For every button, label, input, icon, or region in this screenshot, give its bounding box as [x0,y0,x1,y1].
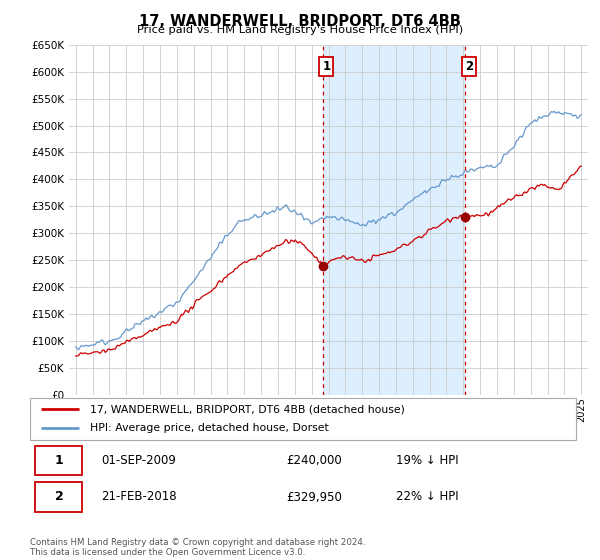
Text: 21-FEB-2018: 21-FEB-2018 [101,491,176,503]
FancyBboxPatch shape [35,482,82,512]
Text: 19% ↓ HPI: 19% ↓ HPI [396,454,458,467]
Text: 1: 1 [55,454,64,467]
Text: 2: 2 [465,60,473,73]
Text: Contains HM Land Registry data © Crown copyright and database right 2024.
This d: Contains HM Land Registry data © Crown c… [30,538,365,557]
Text: 17, WANDERWELL, BRIDPORT, DT6 4BB: 17, WANDERWELL, BRIDPORT, DT6 4BB [139,14,461,29]
FancyBboxPatch shape [35,446,82,475]
Text: 17, WANDERWELL, BRIDPORT, DT6 4BB (detached house): 17, WANDERWELL, BRIDPORT, DT6 4BB (detac… [90,404,405,414]
Text: £240,000: £240,000 [287,454,343,467]
Text: HPI: Average price, detached house, Dorset: HPI: Average price, detached house, Dors… [90,423,329,433]
FancyBboxPatch shape [30,398,576,440]
Bar [323,45,466,395]
Text: £329,950: £329,950 [287,491,343,503]
Text: 2: 2 [55,491,64,503]
Text: Price paid vs. HM Land Registry's House Price Index (HPI): Price paid vs. HM Land Registry's House … [137,25,463,35]
Text: 22% ↓ HPI: 22% ↓ HPI [396,491,458,503]
Text: 1: 1 [322,60,331,73]
Text: 01-SEP-2009: 01-SEP-2009 [101,454,176,467]
